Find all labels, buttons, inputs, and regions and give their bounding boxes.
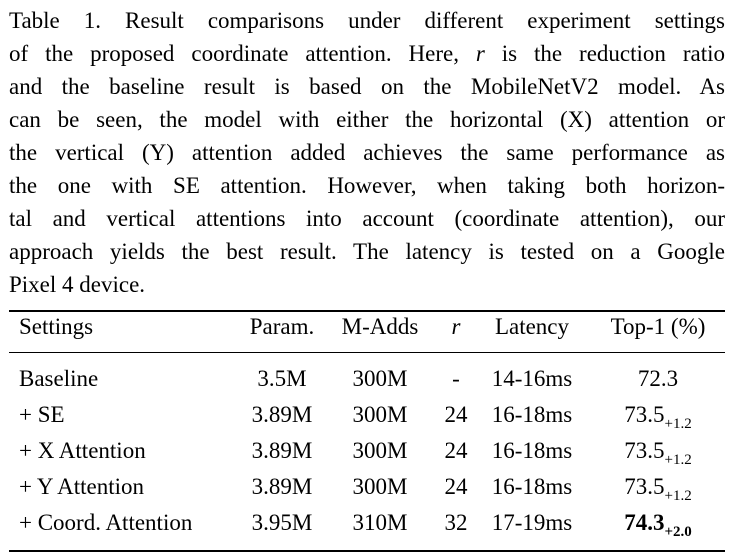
row-top1: 72.3 (637, 366, 679, 391)
caption-line: approach yields the best result. The lat… (9, 239, 725, 264)
row-params: 3.95M (251, 510, 313, 535)
row-latency: 16-18ms (491, 402, 573, 427)
caption-line: Table 1. Result comparisons under differ… (9, 8, 725, 33)
row-r: - (452, 366, 460, 391)
caption-line: tal and vertical attentions into account… (9, 206, 725, 231)
caption-line: Pixel 4 device. (9, 272, 146, 297)
row-madds: 300M (352, 438, 408, 463)
row-madds: 300M (352, 474, 408, 499)
row-delta: +1.2 (664, 488, 692, 504)
table-row: + Y Attention 3.89M 300M 24 16-18ms 73.5… (9, 474, 725, 504)
caption-line: the vertical (Y) attention added achieve… (9, 140, 725, 165)
header-top1: Top-1 (%) (610, 314, 706, 339)
row-params: 3.5M (257, 366, 307, 391)
row-latency: 16-18ms (491, 474, 573, 499)
header-params: Param. (249, 314, 315, 339)
row-settings: + Coord. Attention (19, 510, 193, 535)
row-settings: + Y Attention (19, 474, 144, 499)
header-r: r (451, 314, 461, 339)
row-params: 3.89M (251, 474, 313, 499)
header-madds: M-Adds (341, 314, 419, 339)
row-settings: + X Attention (19, 438, 146, 463)
caption-line: of the proposed coordinate attention. He… (9, 41, 725, 66)
caption-line: and the baseline result is based on the … (9, 74, 725, 99)
row-top1: 73.5+1.2 (624, 474, 692, 504)
table-row: + X Attention 3.89M 300M 24 16-18ms 73.5… (9, 438, 725, 468)
row-params: 3.89M (251, 402, 313, 427)
table-row: + Coord. Attention 3.95M 310M 32 17-19ms… (9, 510, 725, 540)
row-latency: 14-16ms (491, 366, 573, 391)
table-row: Baseline 3.5M 300M - 14-16ms 72.3 (9, 366, 725, 396)
row-latency: 17-19ms (491, 510, 573, 535)
row-params: 3.89M (251, 438, 313, 463)
row-r: 24 (444, 438, 468, 463)
row-delta: +2.0 (664, 524, 692, 540)
header-row: Settings Param. M-Adds r Latency Top-1 (… (9, 314, 725, 344)
row-madds: 300M (352, 366, 408, 391)
table-row: + SE 3.89M 300M 24 16-18ms 73.5+1.2 (9, 402, 725, 432)
row-settings: Baseline (19, 366, 99, 391)
row-top1: 73.5+1.2 (624, 402, 692, 432)
row-r: 24 (444, 474, 468, 499)
caption-line: the one with SE attention. However, when… (9, 173, 725, 198)
row-madds: 300M (352, 402, 408, 427)
row-delta: +1.2 (664, 452, 692, 468)
row-latency: 16-18ms (491, 438, 573, 463)
header-settings: Settings (19, 314, 94, 339)
row-settings: + SE (19, 402, 65, 427)
bottom-rule (9, 550, 725, 552)
row-delta: +1.2 (664, 416, 692, 432)
header-rule (9, 352, 725, 353)
table-caption: Table 1. Result comparisons under differ… (9, 4, 725, 301)
row-r: 32 (444, 510, 468, 535)
top-rule (9, 310, 725, 312)
row-top1: 74.3+2.0 (624, 510, 692, 540)
row-top1: 73.5+1.2 (624, 438, 692, 468)
row-madds: 310M (352, 510, 408, 535)
header-latency: Latency (494, 314, 570, 339)
row-r: 24 (444, 402, 468, 427)
caption-line: can be seen, the model with either the h… (9, 107, 725, 132)
